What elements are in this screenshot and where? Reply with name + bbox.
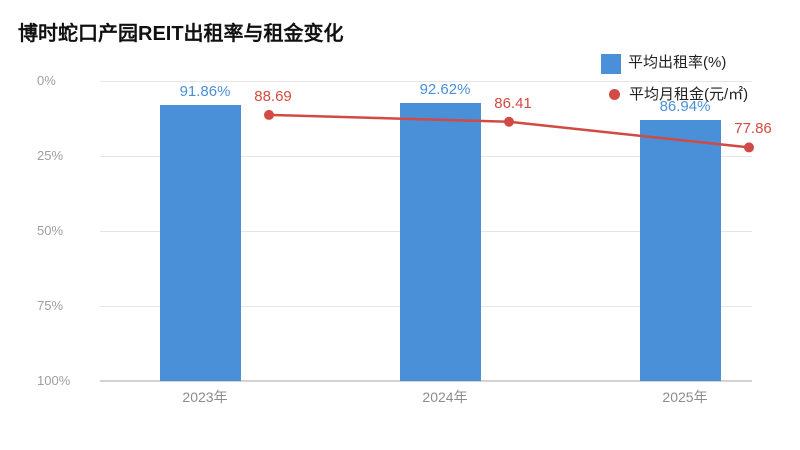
bar — [399, 103, 481, 381]
line-series-dot-icon — [609, 89, 620, 100]
line-value-label: 86.41 — [494, 94, 532, 112]
chart-title: 博时蛇口产园REIT出租率与租金变化 — [18, 23, 344, 45]
x-axis-category-label: 2025年 — [662, 389, 708, 405]
line-point-marker — [744, 142, 754, 153]
bar — [639, 120, 721, 381]
y-axis-tick-label: 25% — [37, 148, 64, 163]
x-axis-category-label: 2024年 — [422, 389, 468, 405]
bar-series-swatch-icon — [601, 54, 621, 74]
line-value-label: 88.69 — [254, 87, 292, 105]
bar — [159, 105, 241, 381]
y-axis-tick-label: 50% — [37, 223, 64, 238]
legend-label-rent: 平均月租金(元/㎡) — [629, 86, 749, 103]
line-point-marker — [504, 116, 514, 127]
x-axis-category-label: 2023年 — [182, 389, 228, 405]
y-axis-tick-label: 75% — [37, 298, 64, 313]
line-point-marker — [264, 109, 274, 120]
y-axis-tick-label: 100% — [37, 373, 71, 388]
bar-value-label: 91.86% — [179, 83, 231, 101]
line-value-label: 77.86 — [734, 120, 772, 138]
gridline — [100, 380, 752, 382]
bar-value-label: 86.94% — [659, 98, 711, 116]
gridline — [100, 81, 752, 82]
legend-label-occupancy: 平均出租率(%) — [628, 54, 727, 71]
bar-value-label: 92.62% — [419, 81, 471, 99]
y-axis-tick-label: 0% — [37, 73, 56, 88]
